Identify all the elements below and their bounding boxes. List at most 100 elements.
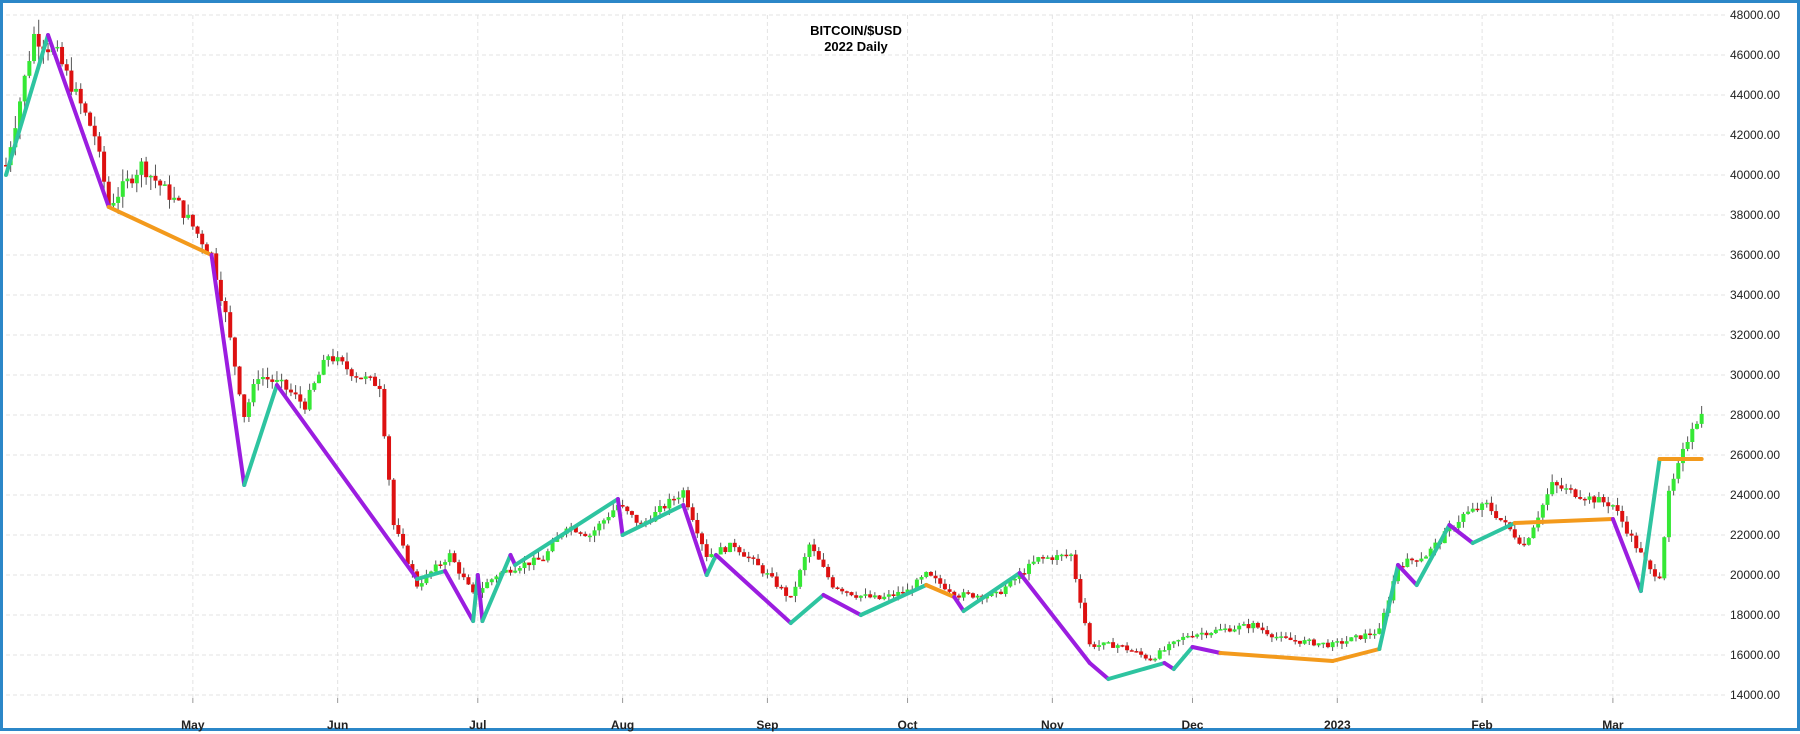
candle-body [1139, 651, 1144, 655]
candle-body [1307, 639, 1312, 641]
candle-body [1489, 502, 1494, 512]
candle-body [942, 583, 947, 590]
candle-body [1022, 573, 1027, 575]
candle-body [1615, 505, 1620, 511]
candle-body [401, 533, 406, 546]
candle-body [606, 517, 611, 521]
swing-segment [704, 553, 719, 577]
x-tick-label: Mar [1602, 718, 1624, 732]
candle-body [1475, 508, 1480, 511]
candle-body [1424, 556, 1429, 559]
candle-body [1087, 623, 1092, 645]
candle-body [1241, 624, 1246, 626]
candle-body [1199, 632, 1204, 635]
candle-body [690, 507, 695, 520]
candle-body [1480, 503, 1485, 510]
candle-body [69, 70, 74, 92]
y-tick-label: 32000.00 [1730, 328, 1780, 342]
candle-body [1470, 508, 1475, 512]
candle-body [97, 136, 102, 152]
candle-body [1353, 635, 1358, 638]
x-tick-label: Dec [1181, 718, 1203, 732]
candle-body [1638, 548, 1643, 553]
candle-body [1339, 641, 1344, 644]
candle-body [868, 594, 873, 598]
candle-body [1227, 628, 1232, 632]
candle-body [527, 562, 532, 566]
candle-body [1213, 629, 1218, 633]
candle-body [1134, 651, 1139, 653]
y-tick-label: 38000.00 [1730, 208, 1780, 222]
candle-body [1671, 478, 1676, 491]
candle-body [32, 33, 37, 62]
candle-body [1349, 637, 1354, 642]
swing-segment [274, 383, 420, 581]
candle-body [1167, 644, 1172, 651]
candle-body [742, 552, 747, 557]
candle-body [1288, 637, 1293, 641]
candle-body [700, 533, 705, 545]
candle-body [270, 379, 275, 382]
candle-body [1045, 557, 1050, 559]
candle-body [611, 510, 616, 518]
candle-body [966, 592, 971, 594]
candle-body [1302, 640, 1307, 644]
candle-body [728, 542, 733, 553]
candle-body [102, 151, 107, 182]
candle-body [1522, 543, 1527, 546]
candle-body [1694, 423, 1699, 429]
candles [4, 19, 1704, 662]
candle-body [1652, 569, 1657, 577]
candle-body [583, 533, 588, 537]
candle-body [1279, 636, 1284, 638]
y-tick-label: 28000.00 [1730, 408, 1780, 422]
candle-body [784, 587, 789, 596]
candle-body [78, 88, 83, 104]
x-tick-label: Sep [756, 718, 778, 732]
candle-body [751, 557, 756, 559]
candle-body [321, 359, 326, 375]
candle-body [1190, 635, 1195, 638]
candle-body [214, 253, 219, 280]
candle-body [1195, 634, 1200, 637]
candle-body [1026, 563, 1031, 574]
candle-body [592, 530, 597, 536]
candle-body [1069, 554, 1074, 556]
candle-body [302, 401, 307, 410]
candle-body [387, 436, 392, 480]
candle-body [756, 558, 761, 566]
candle-body [1162, 650, 1167, 652]
candle-body [1405, 558, 1410, 567]
candle-body [228, 312, 233, 338]
candle-body [695, 519, 700, 534]
candle-body [265, 377, 270, 380]
candle-body [676, 497, 681, 500]
candle-body [373, 376, 378, 386]
swing-segment [480, 553, 513, 623]
swing-segment [681, 503, 709, 577]
candle-body [732, 542, 737, 548]
candle-body [144, 161, 149, 178]
candle-body [517, 568, 522, 571]
candle-body [485, 582, 490, 589]
candle-body [1666, 490, 1671, 538]
candle-body [134, 174, 139, 184]
swing-segment [858, 583, 929, 617]
candle-body [218, 279, 223, 302]
candle-body [396, 525, 401, 534]
candle-body [223, 301, 228, 313]
y-tick-label: 36000.00 [1730, 248, 1780, 262]
candle-body [919, 576, 924, 580]
candle-body [1461, 513, 1466, 522]
candle-body [793, 586, 798, 596]
candle-body [1410, 558, 1415, 561]
swing-segment [1470, 521, 1517, 545]
candle-body [232, 337, 237, 367]
y-tick-label: 48000.00 [1730, 8, 1780, 22]
candle-body [1503, 520, 1508, 523]
candlestick-chart: 14000.00 16000.00 18000.00 20000.00 22000.00… [4, 8, 1780, 732]
swing-segment [788, 593, 826, 625]
swing-segment [1017, 571, 1092, 665]
candle-body [1031, 561, 1036, 564]
candle-body [639, 522, 644, 525]
